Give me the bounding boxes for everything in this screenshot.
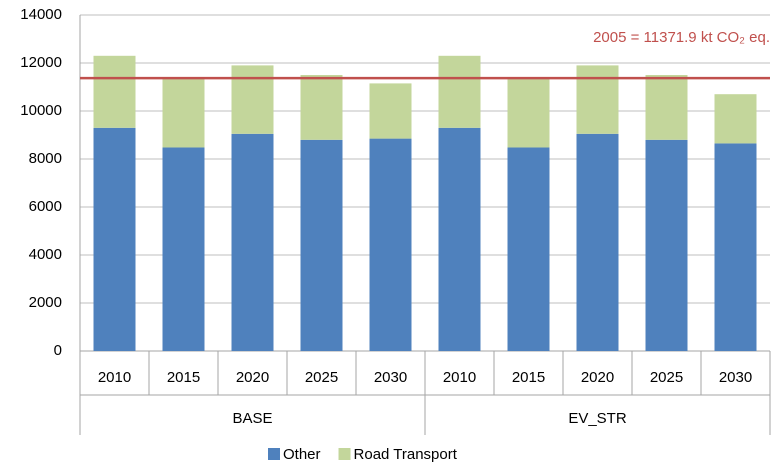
y-tick-label: 4000: [29, 246, 62, 263]
legend-label: Other: [283, 446, 321, 463]
bar-segment: [576, 133, 619, 351]
bar-segment: [576, 65, 619, 134]
bar-segment: [714, 94, 757, 144]
y-tick-label: 6000: [29, 198, 62, 215]
x-tick-label: 2015: [167, 369, 200, 386]
y-tick-label: 0: [54, 342, 62, 359]
x-tick-label: 2020: [236, 369, 269, 386]
y-tick-label: 10000: [20, 102, 62, 119]
y-tick-label: 14000: [20, 6, 62, 23]
bar-segment: [645, 75, 688, 140]
bar-segment: [231, 133, 274, 351]
y-tick-label: 8000: [29, 150, 62, 167]
bar-segment: [714, 143, 757, 351]
bar-segment: [645, 139, 688, 351]
bar-segment: [231, 65, 274, 134]
bar-segment: [162, 79, 205, 148]
bar-segment: [369, 138, 412, 351]
x-tick-label: 2025: [650, 369, 683, 386]
reference-label: 2005 = 11371.9 kt CO₂ eq.: [593, 29, 770, 46]
legend-label: Road Transport: [354, 446, 458, 463]
bar-segment: [369, 83, 412, 139]
y-tick-label: 2000: [29, 294, 62, 311]
group-label: EV_STR: [568, 410, 627, 427]
bar-segment: [507, 147, 550, 351]
y-tick-label: 12000: [20, 54, 62, 71]
x-tick-label: 2030: [374, 369, 407, 386]
bar-segment: [438, 127, 481, 351]
x-tick-label: 2010: [98, 369, 131, 386]
x-tick-label: 2030: [719, 369, 752, 386]
bar-segment: [300, 139, 343, 351]
x-tick-label: 2020: [581, 369, 614, 386]
bar-segment: [507, 79, 550, 148]
x-tick-label: 2010: [443, 369, 476, 386]
x-tick-label: 2015: [512, 369, 545, 386]
bar-segment: [162, 147, 205, 351]
x-tick-label: 2025: [305, 369, 338, 386]
bar-segment: [93, 55, 136, 128]
bar-segment: [438, 55, 481, 128]
bar-segment: [93, 127, 136, 351]
legend-swatch: [338, 448, 351, 460]
legend-swatch: [268, 448, 280, 460]
group-label: BASE: [232, 410, 272, 427]
bar-segment: [300, 75, 343, 140]
